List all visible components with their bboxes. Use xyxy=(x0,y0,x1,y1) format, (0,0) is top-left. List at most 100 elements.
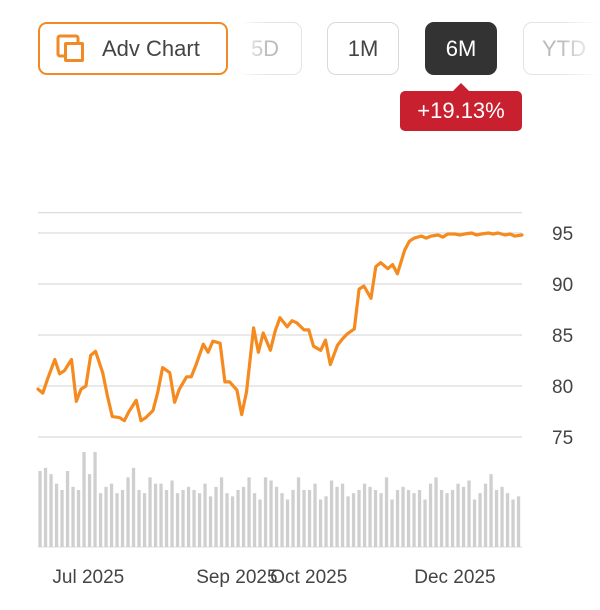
volume-bar xyxy=(258,499,262,547)
volume-bar xyxy=(131,467,136,547)
volume-bar xyxy=(313,483,317,547)
volume-bar xyxy=(467,480,471,547)
volume-bar xyxy=(472,499,477,547)
volume-bar xyxy=(93,452,97,547)
volume-bar xyxy=(340,483,345,547)
x-tick-label: Oct 2025 xyxy=(270,567,347,588)
volume-bar xyxy=(511,499,515,547)
volume-bar xyxy=(175,493,180,547)
volume-bar xyxy=(65,471,70,547)
volume-bar xyxy=(379,493,383,547)
volume-bar xyxy=(192,490,196,547)
volume-bar xyxy=(263,477,268,547)
volume-bar xyxy=(280,493,284,547)
volume-bar xyxy=(247,477,251,547)
volume-bar xyxy=(450,490,455,547)
volume-bar xyxy=(329,480,334,547)
volume-bar xyxy=(274,486,279,547)
volume-bar xyxy=(318,499,323,547)
volume-bar xyxy=(38,471,42,547)
volume-bar xyxy=(148,477,152,547)
volume-bar xyxy=(269,480,273,547)
adv-chart-icon xyxy=(56,34,84,62)
volume-bar xyxy=(43,467,48,547)
volume-bar xyxy=(120,490,125,547)
volume-bar xyxy=(401,486,405,547)
volume-bar xyxy=(505,493,510,547)
volume-bar xyxy=(423,499,427,547)
range-button-1m[interactable]: 1M xyxy=(327,22,399,75)
volume-bar xyxy=(76,490,81,547)
volume-bar xyxy=(115,493,119,547)
volume-bars xyxy=(38,452,521,547)
volume-bar xyxy=(500,486,504,547)
volume-bar xyxy=(357,490,361,547)
volume-bar xyxy=(494,490,499,547)
volume-bar xyxy=(170,480,174,547)
adv-chart-label: Adv Chart xyxy=(102,35,200,61)
volume-bar xyxy=(434,477,438,547)
range-button-6m[interactable]: 6M xyxy=(425,22,497,75)
volume-bar xyxy=(302,490,306,547)
volume-bar xyxy=(390,499,394,547)
volume-bar xyxy=(104,486,108,547)
volume-bar xyxy=(384,477,389,547)
volume-bar xyxy=(186,486,191,547)
volume-bar xyxy=(478,493,482,547)
volume-bar xyxy=(203,483,207,547)
volume-bar xyxy=(428,483,433,547)
x-tick-label: Jul 2025 xyxy=(52,567,124,588)
volume-bar xyxy=(87,474,92,547)
volume-bar xyxy=(109,483,114,547)
volume-bar xyxy=(126,477,130,547)
range-label-1m: 1M xyxy=(347,35,379,61)
adv-chart-button[interactable]: Adv Chart xyxy=(38,22,228,75)
y-tick-label: 75 xyxy=(552,428,573,449)
volume-bar xyxy=(461,486,466,547)
volume-bar xyxy=(456,483,460,547)
volume-bar xyxy=(412,493,416,547)
volume-bar xyxy=(351,493,356,547)
y-axis-labels: 75 80 85 90 95 xyxy=(552,224,573,449)
volume-bar xyxy=(153,483,158,547)
range-label-6m: 6M xyxy=(445,35,477,61)
y-tick-label: 90 xyxy=(552,275,573,296)
volume-bar xyxy=(236,490,240,547)
volume-bar xyxy=(49,474,53,547)
volume-bar xyxy=(417,490,422,547)
volume-bar xyxy=(142,493,147,547)
volume-bar xyxy=(307,490,312,547)
volume-bar xyxy=(406,490,411,547)
volume-bar xyxy=(362,483,367,547)
volume-bar xyxy=(82,452,86,547)
scroll-fade-left xyxy=(238,18,268,78)
volume-bar xyxy=(137,490,141,547)
volume-bar xyxy=(208,496,213,547)
volume-bar xyxy=(252,493,257,547)
volume-bar xyxy=(71,486,75,547)
volume-bar xyxy=(489,474,493,547)
y-tick-label: 85 xyxy=(552,326,573,347)
change-badge: +19.13% xyxy=(400,83,522,131)
volume-bar xyxy=(219,477,224,547)
volume-bar xyxy=(98,493,103,547)
x-tick-label: Dec 2025 xyxy=(414,567,495,588)
volume-bar xyxy=(483,483,488,547)
volume-bar xyxy=(54,483,59,547)
volume-bar xyxy=(373,490,378,547)
volume-bar xyxy=(445,493,449,547)
volume-bar xyxy=(225,493,229,547)
scroll-fade-right xyxy=(560,18,600,78)
volume-bar xyxy=(164,490,169,547)
volume-bar xyxy=(291,490,295,547)
volume-bar xyxy=(324,496,328,547)
volume-bar xyxy=(214,486,218,547)
volume-bar xyxy=(285,499,290,547)
volume-bar xyxy=(395,490,400,547)
volume-bar xyxy=(60,490,64,547)
volume-bar xyxy=(439,490,444,547)
volume-bar xyxy=(181,490,185,547)
volume-bar xyxy=(368,486,372,547)
